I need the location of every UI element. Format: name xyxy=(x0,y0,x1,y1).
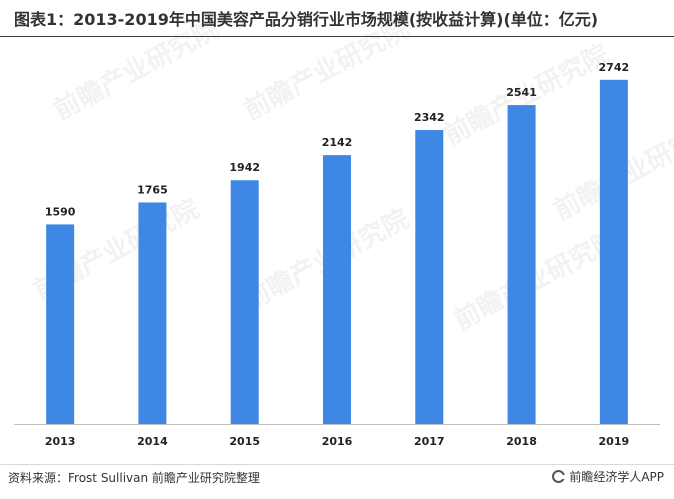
x-tick-labels-layer: 2013 2014 2015 2016 2017 2018 2019 xyxy=(45,435,629,448)
bars-layer xyxy=(46,79,628,424)
value-label-2014: 1765 xyxy=(137,183,168,196)
value-label-2013: 1590 xyxy=(45,205,76,218)
bar-2016 xyxy=(323,155,351,424)
value-label-2019: 2742 xyxy=(599,61,630,74)
value-label-2015: 1942 xyxy=(229,161,260,174)
footer-divider xyxy=(0,464,674,465)
bar-2019 xyxy=(599,79,628,424)
bar-2015 xyxy=(230,180,259,424)
brand-credit: 前瞻经济学人APP xyxy=(552,468,664,485)
bar-2014 xyxy=(138,202,167,424)
x-tick-label-2017: 2017 xyxy=(414,435,445,448)
x-tick-label-2013: 2013 xyxy=(45,435,76,448)
source-note: 资料来源：Frost Sullivan 前瞻产业研究院整理 xyxy=(8,471,260,485)
value-labels-layer: 1590 1765 1942 2142 2342 2541 2742 xyxy=(45,61,629,219)
value-label-2017: 2342 xyxy=(414,111,445,124)
brand-logo-icon xyxy=(552,470,566,483)
x-tick-label-2019: 2019 xyxy=(599,435,630,448)
bar-2017 xyxy=(415,130,444,424)
bar-2018 xyxy=(507,105,536,424)
chart-title: 图表1：2013-2019年中国美容产品分销行业市场规模(按收益计算)(单位：亿… xyxy=(14,10,599,29)
value-label-2018: 2541 xyxy=(506,86,537,99)
watermark-layer: 前瞻产业研究院前瞻产业研究院前瞻产业研究院前瞻产业研究院前瞻产业研究院前瞻产业研… xyxy=(29,13,674,336)
x-tick-label-2015: 2015 xyxy=(229,435,260,448)
x-tick-label-2016: 2016 xyxy=(322,435,353,448)
bar-2013 xyxy=(46,224,75,424)
watermark-text: 前瞻产业研究院 xyxy=(449,223,624,336)
brand-label: 前瞻经济学人APP xyxy=(569,470,664,484)
x-tick-label-2014: 2014 xyxy=(137,435,168,448)
title-divider xyxy=(0,36,674,37)
value-label-2016: 2142 xyxy=(322,136,353,149)
x-tick-label-2018: 2018 xyxy=(506,435,537,448)
watermark-text: 前瞻产业研究院 xyxy=(239,13,414,126)
watermark-text: 前瞻产业研究院 xyxy=(49,13,224,126)
